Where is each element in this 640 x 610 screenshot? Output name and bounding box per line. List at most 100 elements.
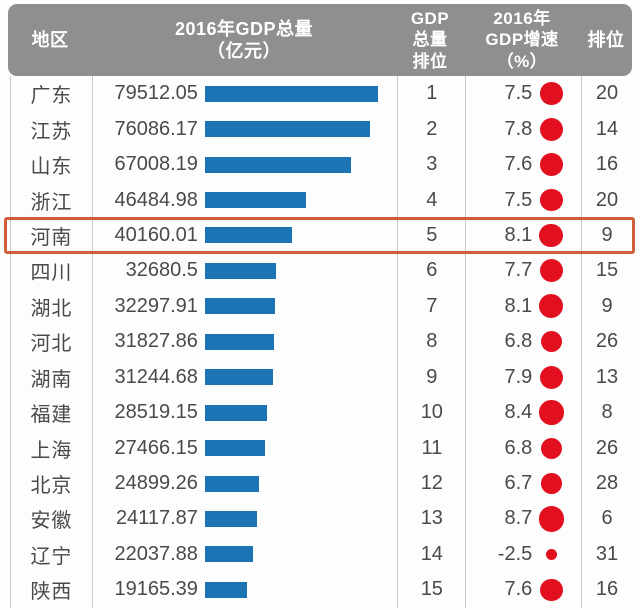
gdp-rank: 1 [398, 76, 467, 112]
gdp-bar [204, 440, 265, 457]
growth-rank: 20 [595, 188, 619, 211]
growth-value: 6.8 [504, 330, 533, 353]
dot-slot [532, 188, 570, 212]
growth-value: 6.7 [504, 472, 533, 495]
dot-slot [532, 400, 570, 425]
gdp-rank: 8 [398, 324, 467, 360]
table-row: 上海 27466.15 11 6.8 26 [11, 430, 632, 466]
gdp-value: 28519.15 [114, 401, 198, 424]
growth-cell: 6.7 [466, 465, 583, 502]
gdp-cell: 31244.68 [93, 359, 399, 395]
gdp-rank: 2 [398, 111, 467, 147]
dot-slot [532, 223, 570, 248]
gdp-cell: 24117.87 [93, 501, 399, 537]
gdp-cell: 24899.26 [93, 465, 399, 502]
region-label: 福建 [11, 394, 93, 431]
growth-value: 8.1 [504, 223, 533, 246]
growth-value: -2.5 [497, 542, 533, 565]
gdp-value: 24899.26 [114, 472, 198, 495]
growth-value: 8.7 [504, 507, 533, 530]
gdp-value: 32680.5 [125, 259, 198, 282]
growth-cell: 6.8 [466, 430, 583, 466]
gdp-bar [204, 227, 293, 244]
gdp-cell: 32680.5 [93, 253, 399, 289]
header-gdp-rank: GDP 总量 排位 [410, 9, 450, 71]
gdp-value: 19165.39 [114, 578, 198, 601]
table-header: 地区 2016年GDP总量 （亿元） GDP 总量 排位 2016年 GDP增速… [8, 4, 632, 76]
growth-value: 7.6 [504, 153, 533, 176]
region-label: 浙江 [11, 182, 93, 218]
header-gdp-total: 2016年GDP总量 （亿元） [174, 18, 314, 62]
gdp-value: 31244.68 [114, 365, 198, 388]
growth-value: 8.4 [504, 401, 533, 424]
growth-value: 7.5 [504, 82, 533, 105]
growth-rank: 9 [601, 294, 613, 317]
region-label: 安徽 [11, 501, 93, 537]
table-row: 北京 24899.26 12 6.7 28 [11, 465, 632, 502]
gdp-cell: 76086.17 [93, 111, 399, 147]
gdp-rank: 14 [398, 536, 467, 573]
region-label: 四川 [11, 253, 93, 289]
table-row: 广东 79512.05 1 7.5 20 [11, 76, 632, 112]
dot-slot [532, 506, 570, 532]
dot-slot [532, 82, 570, 105]
gdp-bar [204, 333, 275, 350]
gdp-rank: 3 [398, 146, 467, 183]
gdp-cell: 19165.39 [93, 572, 399, 608]
growth-bubble-icon [539, 578, 563, 602]
gdp-value: 31827.86 [114, 330, 198, 353]
dot-slot [532, 365, 570, 389]
growth-bubble-icon [539, 223, 564, 248]
growth-bubble-icon [538, 506, 564, 532]
dot-slot [532, 473, 570, 494]
growth-bubble-icon [539, 294, 564, 319]
table-row: 江苏 76086.17 2 7.8 14 [11, 111, 632, 147]
growth-cell: 7.7 [466, 253, 583, 289]
growth-cell: 8.1 [466, 217, 583, 254]
gdp-cell: 27466.15 [93, 430, 399, 466]
gdp-rank: 6 [398, 253, 467, 289]
gdp-cell: 31827.86 [93, 324, 399, 360]
growth-bubble-icon [540, 188, 563, 212]
growth-value: 7.5 [504, 188, 533, 211]
gdp-cell: 46484.98 [93, 182, 399, 218]
gdp-rank: 5 [398, 217, 467, 254]
growth-value: 7.9 [504, 365, 533, 388]
growth-rank: 31 [595, 542, 619, 565]
gdp-value: 40160.01 [114, 223, 198, 246]
dot-slot [532, 153, 570, 176]
table-row: 辽宁 22037.88 14 -2.5 31 [11, 536, 632, 573]
dot-slot [532, 259, 570, 283]
table-row: 陕西 19165.39 15 7.6 16 [11, 572, 632, 608]
region-label: 陕西 [11, 572, 93, 608]
dot-slot [532, 578, 570, 602]
gdp-rank: 15 [398, 572, 467, 608]
gdp-value: 46484.98 [114, 188, 198, 211]
gdp-rank: 4 [398, 182, 467, 218]
region-label: 北京 [11, 465, 93, 502]
table-row: 湖南 31244.68 9 7.9 13 [11, 359, 632, 395]
gdp-value: 67008.19 [114, 153, 198, 176]
gdp-value: 22037.88 [114, 542, 198, 565]
growth-cell: 7.9 [466, 359, 583, 395]
gdp-cell: 22037.88 [93, 536, 399, 573]
growth-cell: 7.6 [466, 146, 583, 183]
dot-slot [532, 437, 570, 459]
table-body: 广东 79512.05 1 7.5 20 江苏 76086.17 2 [4, 76, 635, 608]
growth-rank: 16 [595, 578, 619, 601]
gdp-rank: 9 [398, 359, 467, 395]
growth-cell: 8.4 [466, 394, 583, 431]
gdp-value: 32297.91 [114, 294, 198, 317]
gdp-rank: 13 [398, 501, 467, 537]
gdp-value: 24117.87 [115, 507, 198, 530]
region-label: 山东 [11, 146, 93, 183]
gdp-rank: 12 [398, 465, 467, 502]
growth-cell: -2.5 [466, 536, 583, 573]
growth-value: 7.7 [504, 259, 533, 282]
growth-rank: 26 [595, 436, 619, 459]
growth-cell: 6.8 [466, 324, 583, 360]
growth-rank: 6 [601, 507, 613, 530]
dot-slot [532, 331, 570, 353]
table-row: 河南 40160.01 5 8.1 9 [4, 216, 635, 255]
gdp-cell: 40160.01 [93, 217, 399, 254]
